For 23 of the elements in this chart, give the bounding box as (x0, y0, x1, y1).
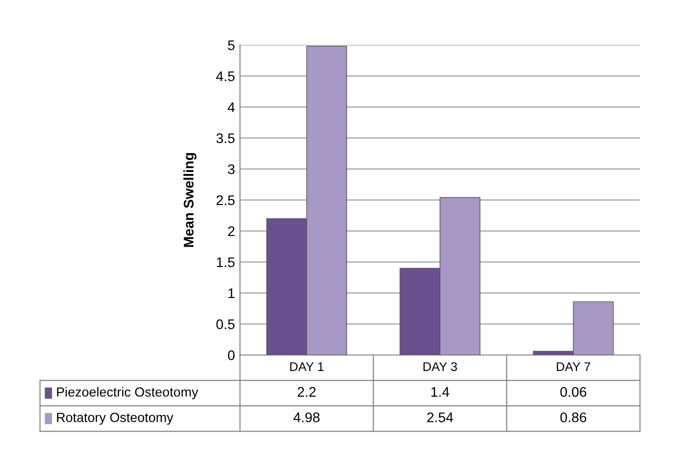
x-tick-label: DAY 1 (290, 362, 324, 371)
y-tick-label: 3.5 (216, 133, 235, 144)
x-tick-label: DAY 3 (424, 362, 457, 372)
legend-label: Rotatory Osteotomy (57, 412, 174, 425)
data-label: 2.54 (427, 412, 454, 422)
data-label: 2.2 (298, 387, 316, 397)
y-axis-title: Mean Swelling (183, 153, 196, 247)
data-label: 0.86 (560, 412, 586, 422)
y-tick-label: 5 (228, 40, 235, 50)
data-label: 0.06 (560, 387, 586, 397)
x-tick-label: DAY 7 (556, 362, 590, 371)
y-tick-label: 0.5 (216, 319, 235, 330)
y-tick-label: 4 (228, 102, 235, 112)
data-label: 1.4 (431, 387, 450, 397)
y-tick-label: 1.5 (216, 257, 235, 268)
y-tick-label: 2 (228, 226, 234, 236)
legend-label: Piezoelectric Osteotomy (57, 386, 198, 400)
y-tick-label: 0 (228, 350, 235, 360)
y-tick-label: 2.5 (216, 195, 235, 206)
y-tick-label: 3 (228, 164, 235, 174)
y-tick-label: 1 (228, 288, 234, 298)
y-tick-label: 4.5 (216, 71, 235, 82)
data-label: 4.98 (293, 412, 320, 422)
